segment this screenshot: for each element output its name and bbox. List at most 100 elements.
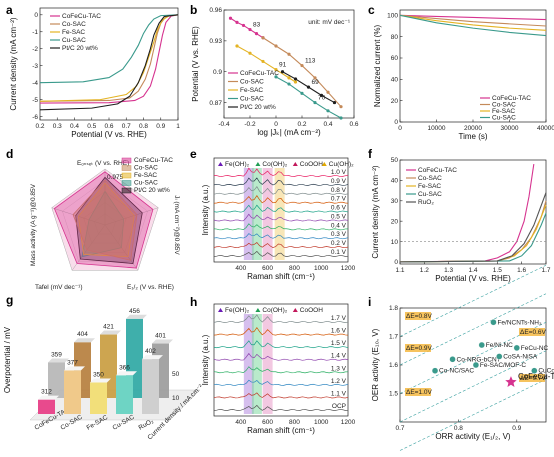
y-tick-label: 1.8 (389, 305, 398, 312)
series-point (274, 68, 278, 72)
y-tick-label: 1.5 (389, 391, 398, 398)
panel-e: e 0.1 V 0.2 V 0.3 V 0.4 V 0.5 V0.6 V 0.7 V 0.8 … (190, 147, 356, 281)
x-axis-label: log |Jₖ| (mA cm⁻²) (257, 128, 321, 137)
raman-spectrum (213, 213, 349, 222)
panel-h: h OCP 1.1 V 1.2 V 1.3 V 1.4 V 1.5 V 1.6 V 1.7 V 4… (190, 295, 356, 435)
y-tick-label: 40 (391, 178, 399, 185)
point-label: Fe/NCNTs-NH₃ (497, 319, 542, 326)
bar-top (100, 330, 121, 335)
x-tick-label: 1.6 (517, 267, 526, 274)
legend-label: CoFeCu-TAC (240, 70, 279, 77)
panel-f: f 1.1 1.2 1.3 1.4 1.5 1.6 1.7 0 10 20 30 40 50 Potenti… (368, 147, 551, 283)
x-tick-label: 0.8 (139, 123, 148, 130)
bar-top (142, 355, 163, 360)
raman-spectrum (213, 326, 349, 336)
bar-front (116, 375, 133, 414)
legend-swatch (121, 157, 132, 164)
delta-e-line (399, 378, 547, 451)
raman-band (251, 168, 262, 260)
x-tick-label: 40000 (537, 125, 554, 132)
x-tick-label: 0.4 (323, 121, 332, 128)
radar-axis-label: E₁/₂ (V vs. RHE) (127, 284, 174, 291)
x-axis-label: Raman shift (cm⁻¹) (247, 426, 315, 435)
x-tick-label: 0.6 (104, 123, 113, 130)
raman-spectrum (213, 366, 349, 374)
series-point (235, 20, 239, 24)
series-point (313, 76, 317, 80)
legend-label: Co-SAC (492, 102, 516, 109)
y-tick-label: -4 (32, 80, 38, 87)
x-tick-label: 0.4 (70, 123, 79, 130)
raman-spectrum (213, 242, 349, 249)
delta-e-line (399, 350, 547, 423)
x-tick-label: 1000 (314, 265, 329, 272)
point-label: Co-NC/SAC (439, 368, 474, 375)
delta-e-badge (519, 328, 545, 336)
legend-label: Fe-SAC (418, 183, 441, 190)
series-point (300, 91, 304, 95)
series-point (287, 52, 291, 56)
legend-label: Fe-SAC (62, 29, 85, 36)
slope-label: 83 (253, 22, 261, 29)
y-tick-label: 0.96 (209, 7, 222, 14)
x-tick-label: 0 (274, 121, 278, 128)
x-tick-label: 1.1 (395, 267, 404, 274)
radar-series (77, 182, 135, 258)
y-axis-label: OER activity (E₁₀, V) (371, 328, 380, 401)
point-label: Co-NRG-bCNT (457, 356, 501, 363)
raman-spectrum (213, 233, 349, 240)
series-point (261, 36, 265, 40)
series-line (39, 14, 179, 102)
raman-spectrum (213, 177, 349, 186)
y-tick-label: -5 (32, 97, 38, 104)
x-tick-label: 600 (262, 419, 273, 426)
series-line (399, 14, 547, 37)
raman-spectrum (213, 340, 349, 349)
y-tick-label: 0 (394, 259, 398, 266)
bar-value-label: 350 (93, 372, 104, 379)
radar-series (81, 190, 125, 258)
y-tick-label: 40 (391, 77, 399, 84)
raman-spectrum (213, 250, 349, 257)
series-point (300, 63, 304, 68)
scatter-point (431, 367, 439, 374)
series-label: 50 (172, 371, 180, 378)
bar-top (90, 378, 111, 383)
series-line (39, 14, 179, 104)
bar-top (64, 366, 85, 371)
potential-label: 0.6 V (331, 205, 347, 212)
x-tick-label: 1 (176, 123, 180, 130)
y-tick-label: 60 (391, 55, 399, 62)
point-label: Fe-SAC/MOF-C (480, 362, 527, 369)
x-tick-label: 0 (398, 125, 402, 132)
bar-value-label: 366 (119, 364, 130, 371)
y-tick-label: -2 (32, 46, 38, 53)
scatter-point (472, 361, 480, 369)
series-point (248, 51, 252, 55)
radar-tick-label: 0.975 (107, 174, 124, 181)
legend-label: CoFeCu-TAC (418, 167, 457, 174)
legend-label: Fe(OH)₂ (225, 161, 250, 168)
delta-e-label: ΔE=1.0V (406, 389, 433, 396)
potential-label: 1.0 V (331, 169, 347, 176)
y-axis-label: Potential (V vs. RHE) (191, 26, 200, 102)
legend-label: CoFeCu-TAC (492, 95, 531, 102)
x-tick-label: 0.3 (53, 123, 62, 130)
bar-top (116, 371, 137, 376)
panel-a: a 0.2 0.3 0.4 0.5 0.6 0.7 0.8 0.9 1 0 -1 -2 -3 -4 -5 -6 P… (6, 3, 180, 139)
delta-e-label: ΔE=0.8V (406, 313, 433, 320)
series-line (39, 14, 179, 111)
bar-value-label: 421 (103, 324, 114, 331)
y-tick-label: 0.9 (213, 69, 222, 76)
series-point (326, 90, 330, 94)
raman-spectrum (213, 392, 349, 399)
x-tick-label: 800 (289, 419, 300, 426)
y-tick-label: -1 (32, 29, 38, 36)
raman-spectrum (213, 379, 349, 386)
y-tick-label: 0 (394, 119, 398, 126)
legend-label: CoFeCu-TAC (134, 157, 173, 164)
legend-marker (255, 308, 261, 312)
delta-e-line (399, 293, 547, 366)
legend-label: Cu-SAC (418, 191, 442, 198)
